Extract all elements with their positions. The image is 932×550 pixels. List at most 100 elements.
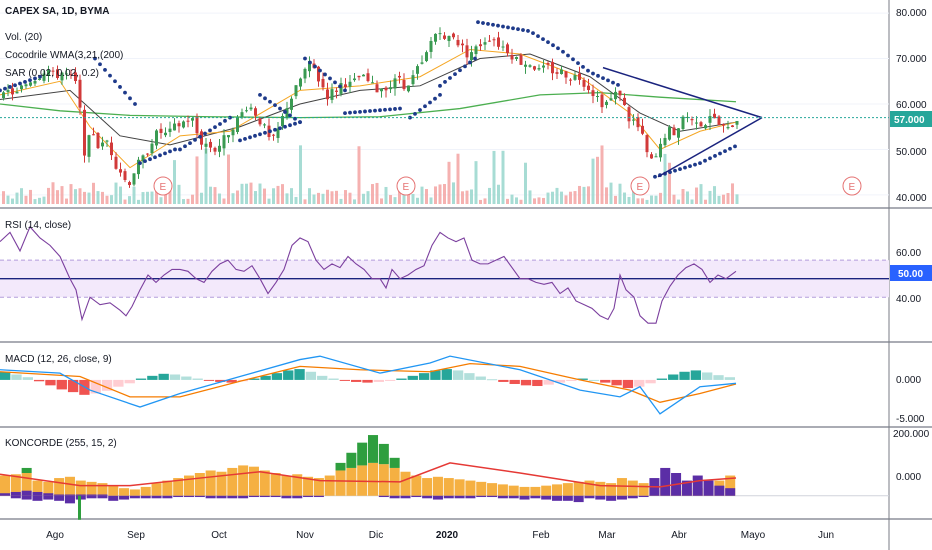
volume-bar [434,186,437,204]
time-axis-label: Oct [211,530,227,541]
candle-body [614,91,617,100]
legend-cocodrile[interactable]: Cocodrile WMA(3,21,(200) [5,50,123,61]
sar-dot [481,21,485,25]
volume-bar [528,190,532,204]
sar-dot [293,121,297,126]
candle-body [573,75,577,80]
candle-body [74,72,77,82]
time-axis[interactable]: Ago Sep Oct Nov Dic 2020 Feb Mar Abr Mayo Jun [46,530,834,541]
candle-body [231,129,235,136]
volume-bar [492,150,496,204]
volume-bar [389,195,392,204]
koncorde-purple-neg-bar [173,495,184,498]
candle-body [254,108,257,116]
sar-dot [288,123,292,128]
macd-histogram-bar [294,369,305,380]
koncorde-purple-neg-bar [562,495,573,501]
volume-bar [677,199,680,204]
price-axis[interactable]: 80.000 70.000 60.000 50.000 40.000 57.00… [890,8,932,204]
candle-body [272,134,275,136]
candle-body [326,89,329,100]
macd-histogram-bar [690,370,702,380]
candle-body [497,37,500,47]
koncorde-purple-bar [10,491,21,496]
candle-body [596,96,599,98]
macd-axis[interactable]: 0.000 -5.000 [896,375,925,425]
candle-body [227,135,230,138]
sar-dot [343,111,347,115]
koncorde-pane[interactable] [0,435,889,520]
candle-body [249,107,253,110]
rsi-pane[interactable] [0,225,889,324]
koncorde-purple-neg-bar [259,495,270,498]
candle-body [618,90,622,96]
candle-body [245,110,248,112]
koncorde-orange-bar [151,483,162,496]
macd-title[interactable]: MACD (12, 26, close, 9) [5,354,112,365]
sar-dot [433,96,437,101]
sar-dot [353,110,357,115]
koncorde-purple-neg-bar [313,495,324,498]
sar-dot [288,113,292,118]
sar-dot [348,110,352,115]
koncorde-purple-neg-bar [573,495,584,503]
candle-body [182,121,185,128]
volume-bar [15,192,19,204]
koncorde-orange-bar [616,478,627,496]
volume-bar [411,193,415,204]
rsi-title[interactable]: RSI (14, close) [5,220,71,231]
sar-dot [198,134,202,139]
candle-body [380,88,383,92]
volume-bar [510,194,514,204]
koncorde-axis[interactable]: 200.000 0.000 [893,429,930,483]
volume-bar [195,156,199,204]
sar-dot [591,71,595,76]
volume-bar [438,184,442,204]
volume-bar [506,198,509,204]
macd-histogram-bar [566,379,577,381]
candle-body [335,90,338,92]
candle-body [141,155,145,162]
koncorde-purple-neg-bar [205,495,216,499]
candle-body [29,82,32,86]
volume-bar [587,186,590,204]
koncorde-spike [78,495,81,520]
koncorde-purple-bar [21,490,32,496]
candle-body [110,142,113,156]
sar-dot [541,37,545,42]
volume-bar [591,158,595,204]
sar-dot [318,68,322,73]
macd-histogram-bar [317,375,328,380]
earnings-marker [630,176,650,196]
sar-dot [688,164,692,169]
sar-dot [98,62,102,67]
candle-body [690,119,694,121]
sar-dot [418,108,422,112]
sar-dot [268,129,272,134]
earnings-label: E [160,182,167,193]
volume-bar [479,199,482,204]
koncorde-title[interactable]: KONCORDE (255, 15, 2) [5,438,117,449]
rsi-axis[interactable]: 60.00 40.00 50.00 [890,248,932,305]
volume-bar [524,162,527,204]
volume-bar [272,188,275,204]
volume-bar [330,191,334,204]
volume-bar [560,191,563,204]
macd-histogram-bar [33,379,45,382]
volume-bar [348,192,352,204]
macd-pane[interactable] [0,355,737,415]
sar-dot [118,85,122,89]
koncorde-purple-neg-bar [411,495,422,498]
volume-bar [645,199,649,204]
sar-dot [463,64,467,69]
koncorde-tick: 200.000 [893,429,930,440]
macd-histogram-bar [0,371,11,380]
sar-dot [158,153,162,158]
triangle-lower-line [657,116,763,178]
legend-sar[interactable]: SAR (0.02, 0.02, 0.2) [5,68,99,79]
sar-dot [723,149,727,154]
legend-volume[interactable]: Vol. (20) [5,32,42,43]
volume-bar [362,193,365,204]
sar-dot [283,110,287,114]
